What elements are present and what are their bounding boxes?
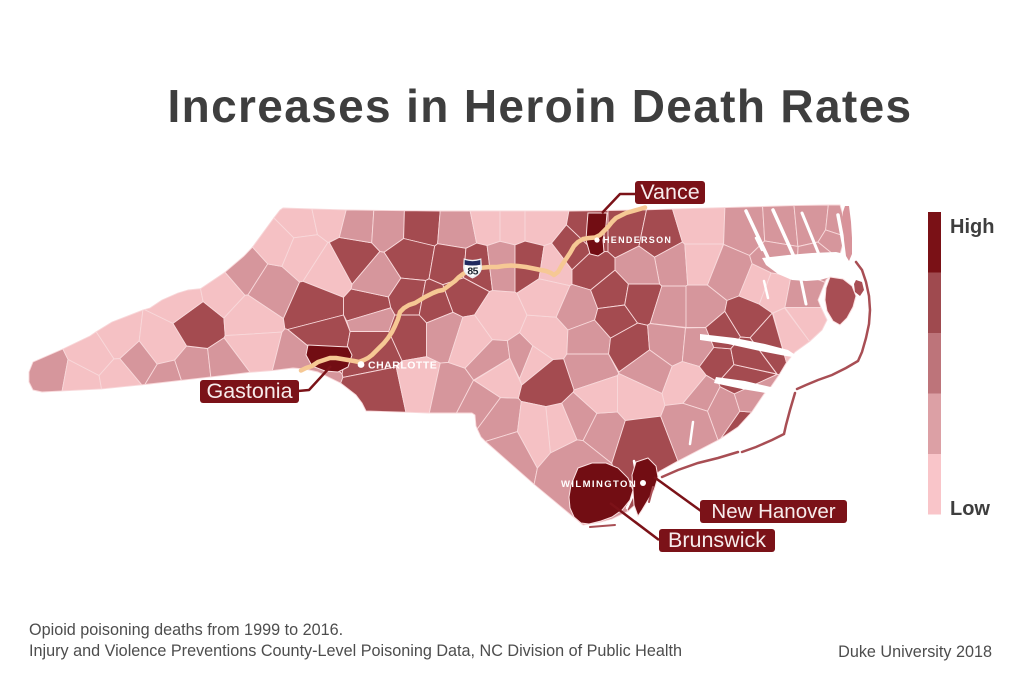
- svg-text:CHARLOTTE: CHARLOTTE: [368, 360, 437, 372]
- svg-text:Gastonia: Gastonia: [206, 379, 292, 403]
- svg-text:HENDERSON: HENDERSON: [603, 235, 672, 245]
- svg-text:Vance: Vance: [640, 180, 699, 204]
- svg-text:85: 85: [467, 266, 478, 278]
- svg-text:Brunswick: Brunswick: [668, 528, 766, 552]
- svg-text:New Hanover: New Hanover: [711, 500, 835, 523]
- svg-text:WILMINGTON: WILMINGTON: [561, 479, 637, 490]
- svg-text:Low: Low: [950, 498, 990, 520]
- svg-text:High: High: [950, 216, 994, 238]
